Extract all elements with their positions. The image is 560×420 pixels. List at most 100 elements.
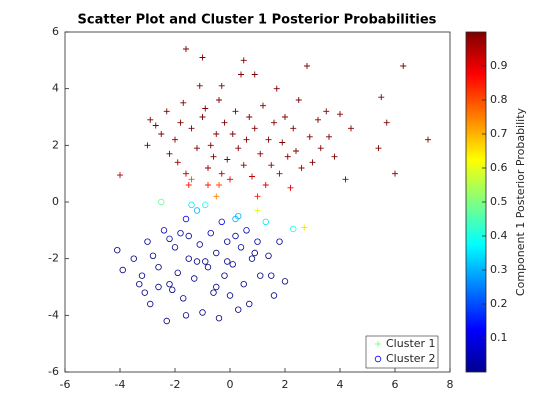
plus-marker [392, 170, 398, 177]
plus-marker [378, 94, 385, 101]
circle-marker [180, 295, 187, 302]
circle-marker [185, 255, 192, 262]
circle-marker [130, 255, 137, 262]
plus-marker [323, 108, 330, 115]
circle-marker [224, 258, 231, 265]
plus-marker [180, 99, 187, 106]
circle-marker [240, 280, 247, 288]
plus-marker [295, 97, 302, 103]
plus-marker [144, 142, 151, 149]
plus-marker [158, 131, 165, 137]
circle-marker [169, 286, 176, 294]
colorbar-label: Component 1 Posterior Probability [514, 107, 527, 296]
plus-marker [218, 170, 225, 177]
plus-marker [172, 136, 178, 143]
x-tick-label: 6 [392, 378, 399, 391]
circle-marker [155, 263, 162, 271]
plus-marker [243, 136, 250, 143]
plus-marker [238, 71, 244, 78]
circle-marker [147, 300, 154, 308]
plus-marker [163, 108, 170, 115]
plus-marker [205, 165, 211, 171]
plus-marker [210, 153, 217, 160]
plus-marker [216, 97, 222, 103]
plus-marker [232, 108, 239, 115]
plus-marker [254, 207, 261, 214]
plus-marker [246, 114, 253, 120]
plus-marker [152, 122, 159, 129]
y-tick-label: 6 [52, 25, 59, 38]
plus-marker [304, 63, 310, 69]
circle-marker [213, 283, 220, 291]
colorbar-tick-label: 0.2 [490, 297, 508, 310]
plus-marker [383, 119, 390, 126]
circle-marker [160, 227, 168, 234]
circle-marker [246, 300, 253, 308]
circle-marker [281, 278, 289, 285]
plus-marker [221, 119, 228, 126]
circle-marker [270, 292, 278, 299]
plus-marker [284, 153, 291, 160]
circle-marker [204, 263, 212, 271]
plus-marker [282, 114, 288, 120]
plus-marker [290, 125, 297, 132]
circle-marker [262, 218, 269, 226]
circle-marker [171, 244, 179, 251]
plus-marker [279, 139, 286, 146]
plus-marker [306, 133, 313, 140]
plus-marker [262, 182, 269, 188]
plus-marker [213, 193, 220, 200]
circle-marker [196, 241, 203, 248]
legend-label: Cluster 2 [386, 352, 436, 365]
circle-marker [138, 272, 146, 279]
circle-marker [248, 255, 256, 262]
plus-marker [251, 71, 258, 78]
circle-marker [188, 201, 195, 209]
circle-marker [229, 261, 236, 268]
plus-marker [348, 125, 354, 132]
plus-marker [166, 150, 173, 157]
plus-marker [265, 136, 272, 143]
plus-marker [276, 170, 283, 177]
circle-marker [191, 275, 198, 282]
plus-marker [196, 82, 203, 89]
plus-marker [229, 131, 236, 137]
x-tick-label: 4 [337, 378, 344, 391]
x-tick-label: 8 [447, 378, 454, 391]
plus-marker [254, 193, 261, 200]
y-tick-label: -4 [48, 308, 59, 321]
plus-marker [207, 142, 214, 149]
circle-marker [235, 212, 242, 220]
plus-marker [218, 82, 225, 89]
colorbar-tick-label: 0.9 [490, 59, 508, 72]
plus-marker [117, 172, 123, 179]
plus-marker [337, 111, 343, 118]
x-tick-label: -6 [60, 378, 71, 391]
legend-marker [375, 341, 381, 347]
plus-marker [194, 145, 200, 152]
plus-marker [317, 145, 324, 152]
circle-marker [243, 227, 250, 234]
x-tick-label: -4 [115, 378, 126, 391]
x-tick-label: 2 [282, 378, 289, 391]
plus-marker [183, 170, 189, 177]
plus-marker [235, 145, 242, 152]
circle-marker [185, 232, 192, 240]
plus-marker [147, 116, 154, 123]
plus-marker [174, 159, 181, 166]
plus-marker [257, 150, 264, 157]
legend-marker [374, 355, 382, 363]
circle-marker [149, 252, 157, 260]
circle-marker [276, 238, 283, 245]
circle-marker [136, 280, 143, 288]
circle-marker [218, 218, 225, 226]
circle-marker [114, 246, 121, 254]
colorbar-tick-label: 0.1 [490, 331, 508, 344]
circle-marker [155, 283, 162, 291]
plus-marker [240, 57, 247, 64]
circle-marker [202, 258, 209, 265]
legend-label: Cluster 1 [386, 337, 436, 350]
circle-marker [254, 238, 261, 245]
circle-marker [141, 289, 148, 296]
colorbar-tick-label: 0.3 [490, 263, 508, 276]
